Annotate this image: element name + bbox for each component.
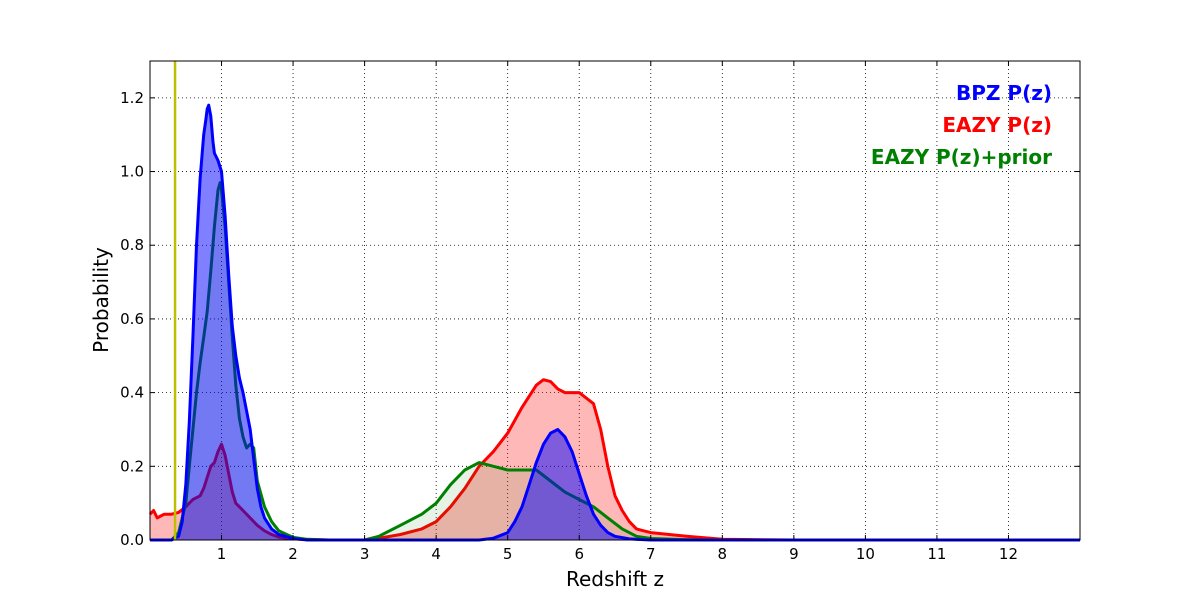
y-tick-label: 0.0	[120, 531, 144, 549]
x-tick-label: 5	[503, 545, 513, 563]
x-tick-label: 1	[217, 545, 227, 563]
bpz-p-z-line	[150, 103, 1080, 542]
legend-entry: EAZY P(z)	[942, 113, 1052, 137]
y-tick-label: 0.8	[120, 236, 144, 254]
bpz-p-z-area	[150, 105, 1080, 540]
legend: BPZ P(z) EAZY P(z) EAZY P(z)+prior	[871, 81, 1052, 169]
x-tick-label: 6	[574, 545, 584, 563]
y-tick-label: 0.4	[120, 384, 144, 402]
x-tick-label: 10	[856, 545, 875, 563]
axis-ticks: 1 2 3 4 5 6 7 8 9 10 11 120.00.20.40.60.81.01.2	[120, 61, 1080, 563]
x-tick-label: 2	[288, 545, 298, 563]
legend-entry: EAZY P(z)+prior	[871, 145, 1052, 169]
y-axis-title: Probability	[89, 247, 113, 353]
plot-series	[148, 103, 1080, 542]
y-tick-label: 0.2	[120, 457, 144, 475]
x-tick-label: 9	[789, 545, 799, 563]
legend-entry: BPZ P(z)	[956, 81, 1052, 105]
x-tick-label: 7	[646, 545, 656, 563]
y-tick-label: 0.6	[120, 310, 144, 328]
x-tick-label: 11	[927, 545, 946, 563]
y-tick-label: 1.2	[120, 89, 144, 107]
x-tick-label: 3	[360, 545, 370, 563]
x-tick-label: 4	[431, 545, 441, 563]
y-tick-label: 1.0	[120, 163, 144, 181]
x-tick-label: 12	[999, 545, 1018, 563]
x-tick-label: 8	[718, 545, 728, 563]
grid	[150, 61, 1080, 540]
x-axis-title: Redshift z	[566, 567, 664, 591]
plot-frame	[149, 60, 1081, 541]
